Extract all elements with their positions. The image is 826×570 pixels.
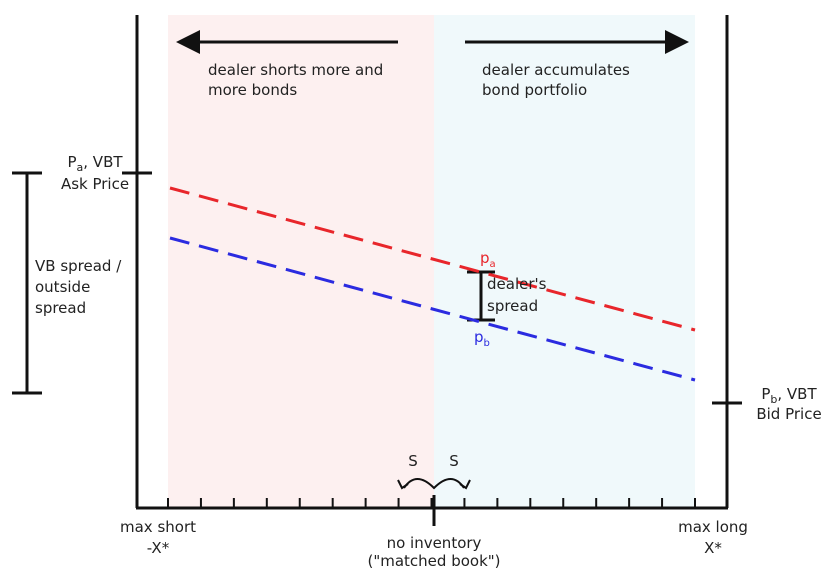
bid-line <box>169 236 696 382</box>
x-ticks <box>167 498 696 508</box>
text: max long <box>678 518 748 536</box>
text: more bonds <box>208 81 297 99</box>
text: S <box>449 452 459 470</box>
text: dealer's <box>487 275 547 293</box>
text: p <box>474 328 484 346</box>
text: spread <box>35 299 86 317</box>
text: dealer accumulates <box>482 61 630 79</box>
text: b <box>770 393 777 406</box>
text: Bid Price <box>756 405 821 423</box>
text: spread <box>487 297 538 315</box>
text: , VBT <box>83 153 123 171</box>
pb-label: pb <box>474 328 490 349</box>
text: no inventory <box>387 534 482 552</box>
text: bond portfolio <box>482 81 587 99</box>
ask-label: Pa, VBT <box>67 153 123 174</box>
text: a <box>77 161 84 174</box>
text: max short <box>120 518 196 536</box>
text: X* <box>704 539 722 557</box>
short-region <box>168 15 434 508</box>
text: Ask Price <box>61 175 129 193</box>
text: -X* <box>147 539 170 557</box>
text: b <box>484 338 490 349</box>
ask-line <box>169 186 696 332</box>
text: , VBT <box>777 385 817 403</box>
text: a <box>490 259 496 270</box>
text: ("matched book") <box>367 552 500 570</box>
text: P <box>67 153 76 171</box>
pa-label: pa <box>480 249 496 270</box>
text: dealer shorts more and <box>208 61 383 79</box>
s-arrowheads <box>397 479 471 490</box>
text: outside <box>35 278 90 296</box>
bid-label: Pb, VBT <box>761 385 817 406</box>
long-region <box>434 15 695 508</box>
s-curve <box>403 478 465 490</box>
text: P <box>761 385 770 403</box>
text: VB spread / <box>35 257 122 275</box>
text: p <box>480 249 490 267</box>
text: S <box>408 452 418 470</box>
